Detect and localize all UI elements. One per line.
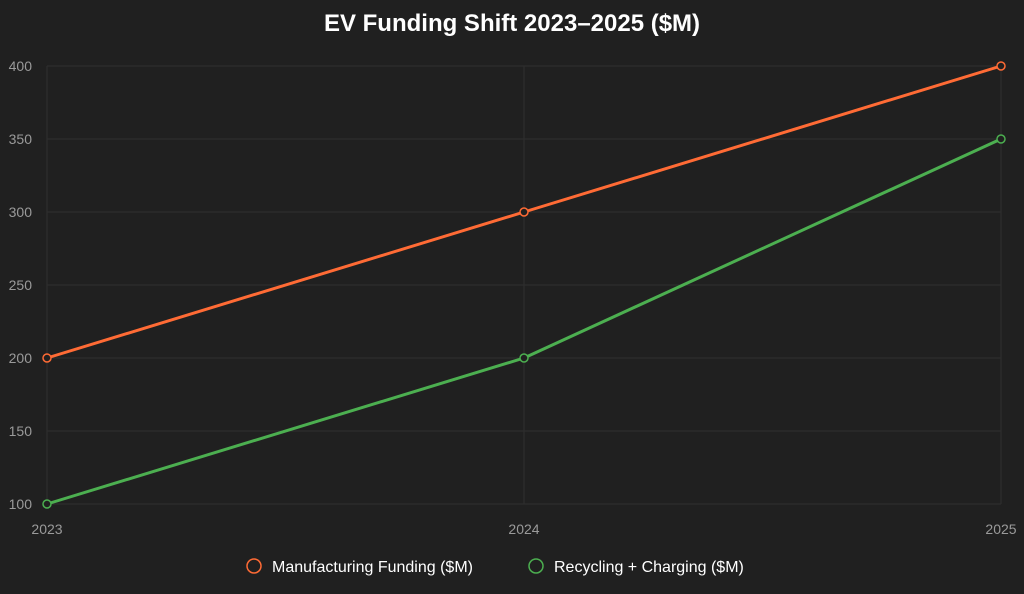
x-tick-label: 2024: [508, 521, 539, 537]
y-tick-label: 250: [9, 277, 33, 293]
series-layer: [42, 61, 1006, 509]
y-tick-label: 200: [9, 350, 33, 366]
chart-title: EV Funding Shift 2023–2025 ($M): [324, 10, 700, 37]
y-tick-label: 400: [9, 58, 33, 74]
grid: [46, 65, 1002, 505]
legend-swatch-icon: [528, 558, 544, 574]
legend-item-0[interactable]: Manufacturing Funding ($M): [246, 558, 473, 576]
data-point-1-1[interactable]: [519, 353, 529, 363]
x-tick-label: 2025: [985, 521, 1016, 537]
y-tick-label: 300: [9, 204, 33, 220]
data-point-1-0[interactable]: [42, 499, 52, 509]
legend-label: Recycling + Charging ($M): [554, 559, 744, 576]
series-1: [42, 134, 1006, 509]
data-point-0-2[interactable]: [996, 61, 1006, 71]
data-point-1-2[interactable]: [996, 134, 1006, 144]
data-point-0-1[interactable]: [519, 207, 529, 217]
x-tick-label: 2023: [31, 521, 62, 537]
axes: 100 150 200 250 300 350 400 2023 2024 2025: [9, 58, 1017, 537]
data-point-0-0[interactable]: [42, 353, 52, 363]
y-tick-label: 350: [9, 131, 33, 147]
y-tick-label: 100: [9, 496, 33, 512]
legend-swatch-icon: [246, 558, 262, 574]
legend-item-1[interactable]: Recycling + Charging ($M): [528, 558, 744, 576]
y-tick-label: 150: [9, 423, 33, 439]
legend[interactable]: Manufacturing Funding ($M) Recycling + Ch…: [246, 558, 744, 576]
series-0: [42, 61, 1006, 363]
legend-label: Manufacturing Funding ($M): [272, 559, 473, 576]
